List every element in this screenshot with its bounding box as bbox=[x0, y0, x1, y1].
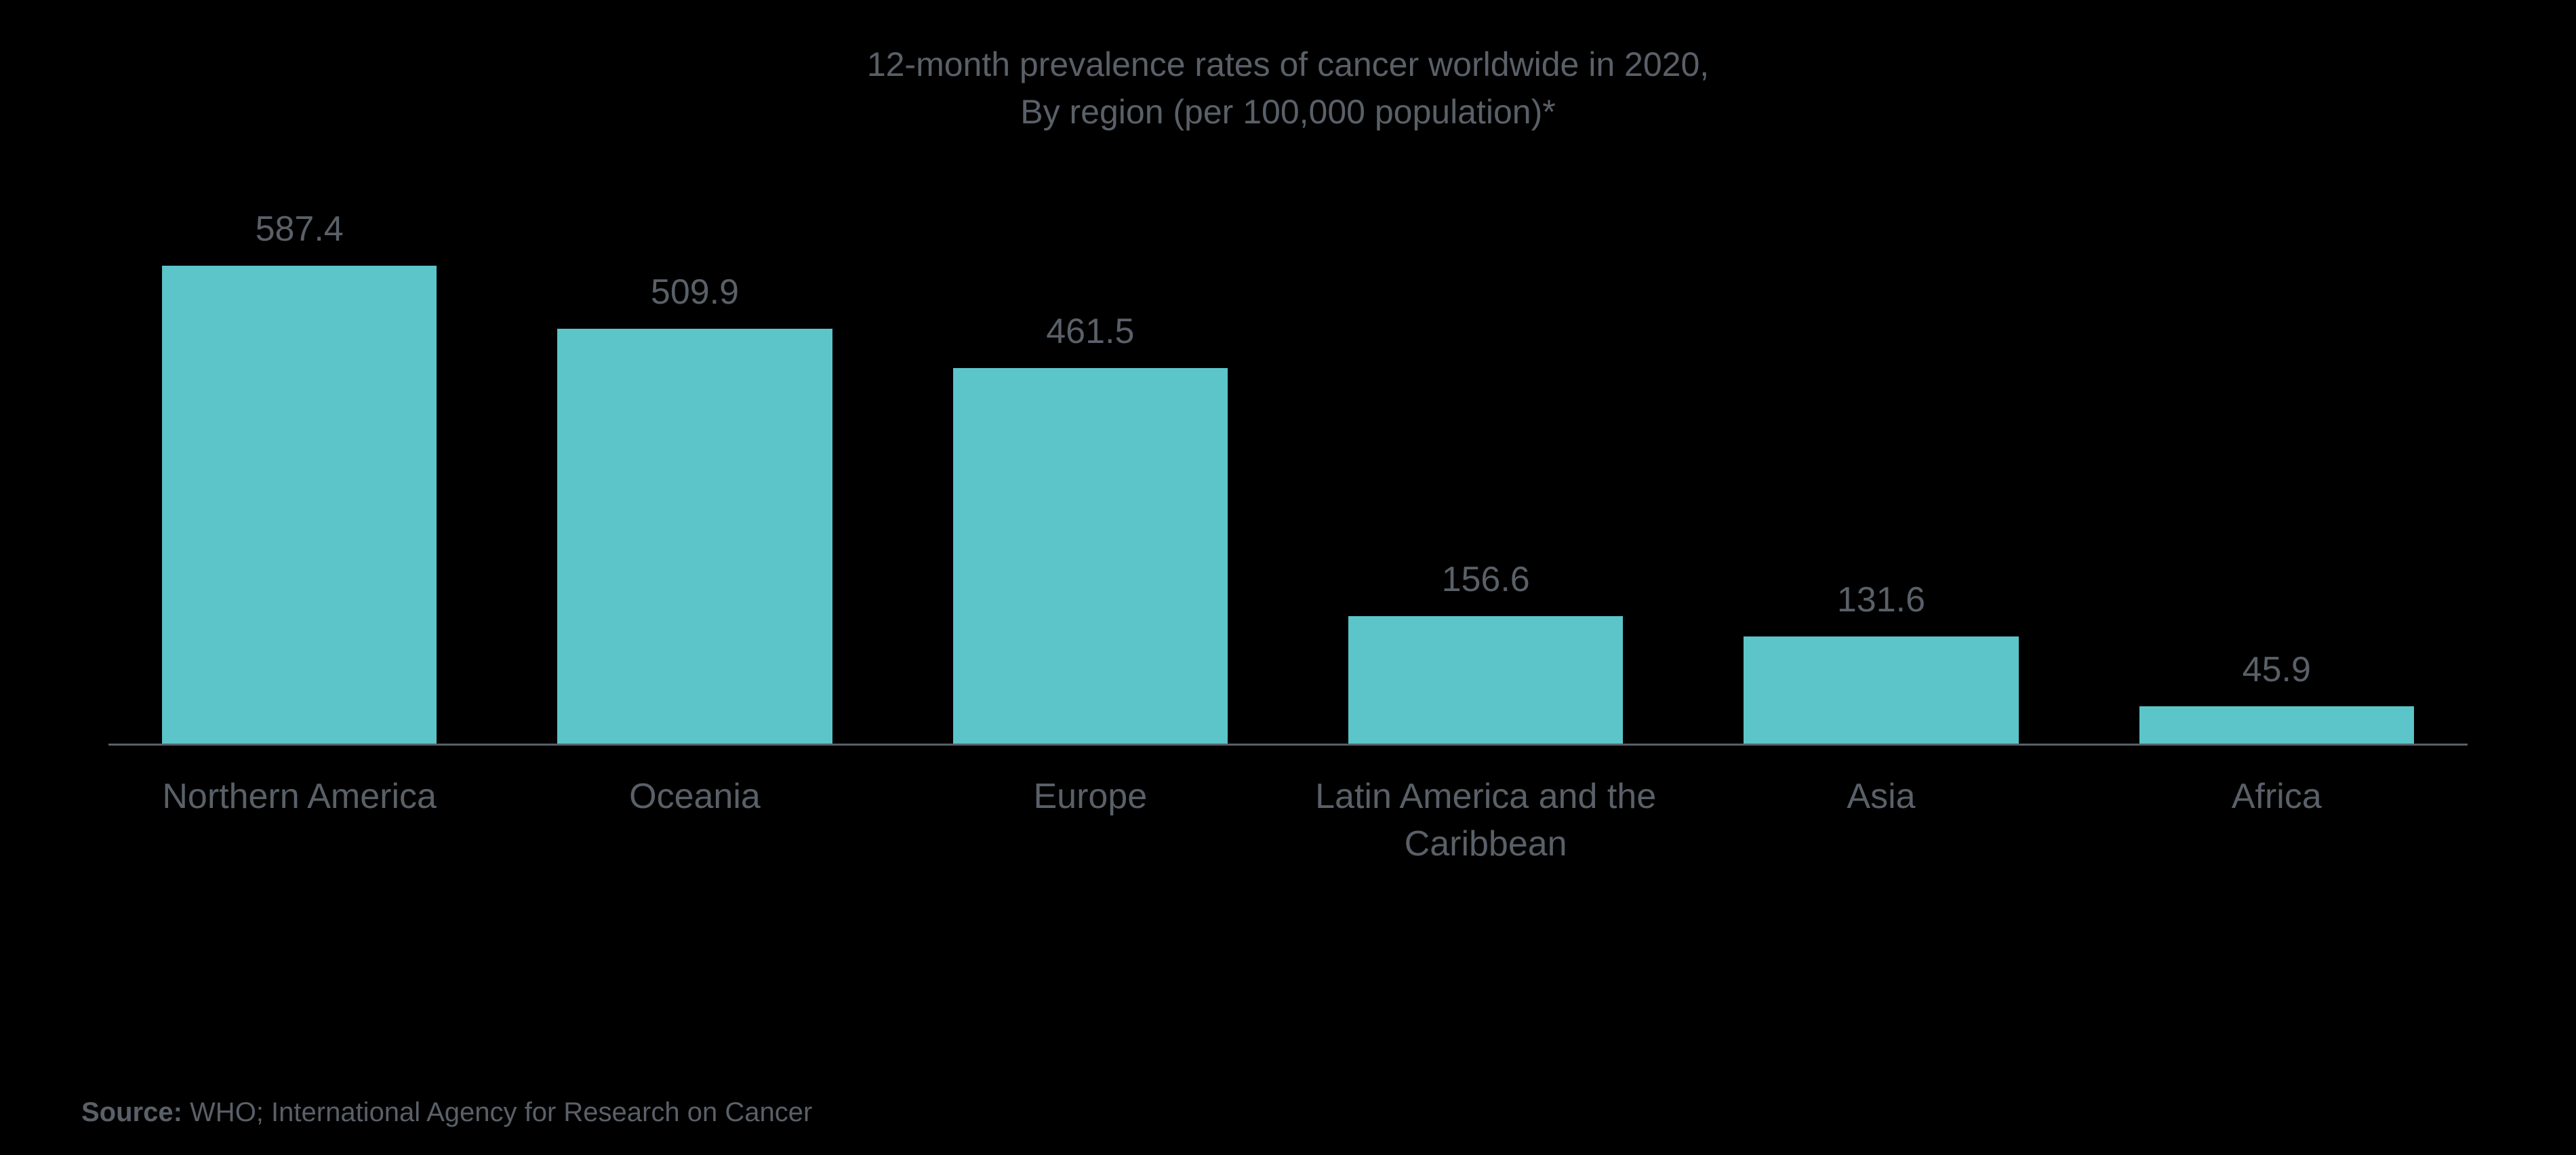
bar-col: 461.5 bbox=[914, 311, 1266, 744]
chart-title: 12-month prevalence rates of cancer worl… bbox=[81, 41, 2495, 136]
bar-chart: 587.4 509.9 461.5 156.6 131.6 45.9 Northern A… bbox=[81, 190, 2495, 1043]
bar-value-label: 461.5 bbox=[1046, 311, 1134, 352]
bar bbox=[1744, 636, 2019, 744]
bars-row: 587.4 509.9 461.5 156.6 131.6 45.9 bbox=[108, 190, 2468, 746]
title-line-2: By region (per 100,000 population)* bbox=[81, 88, 2495, 136]
bar-col: 156.6 bbox=[1310, 559, 1662, 744]
bar-col: 131.6 bbox=[1705, 580, 2057, 744]
bar-value-label: 45.9 bbox=[2242, 649, 2311, 690]
x-axis-label: Asia bbox=[1705, 773, 2057, 868]
title-line-1: 12-month prevalence rates of cancer worl… bbox=[81, 41, 2495, 88]
bar-col: 45.9 bbox=[2100, 649, 2453, 744]
x-axis-label: Northern America bbox=[123, 773, 476, 868]
bar bbox=[2139, 706, 2415, 744]
x-axis-label: Europe bbox=[914, 773, 1266, 868]
bar bbox=[557, 329, 832, 744]
x-axis-label: Latin America and the Caribbean bbox=[1310, 773, 1662, 868]
bar bbox=[162, 266, 437, 744]
bar-col: 587.4 bbox=[123, 209, 476, 744]
bar-value-label: 156.6 bbox=[1442, 559, 1530, 600]
x-axis-label: Africa bbox=[2100, 773, 2453, 868]
source-text: WHO; International Agency for Research o… bbox=[182, 1097, 812, 1127]
bar-value-label: 587.4 bbox=[256, 209, 344, 249]
bar-col: 509.9 bbox=[519, 272, 871, 744]
source-citation: Source: WHO; International Agency for Re… bbox=[81, 1097, 2495, 1128]
bar bbox=[953, 368, 1228, 744]
source-label: Source: bbox=[81, 1097, 182, 1127]
bar-value-label: 509.9 bbox=[651, 272, 739, 312]
x-labels-row: Northern America Oceania Europe Latin Ameri… bbox=[108, 773, 2468, 868]
bar bbox=[1348, 616, 1624, 744]
bar-value-label: 131.6 bbox=[1837, 580, 1925, 620]
x-axis-label: Oceania bbox=[519, 773, 871, 868]
